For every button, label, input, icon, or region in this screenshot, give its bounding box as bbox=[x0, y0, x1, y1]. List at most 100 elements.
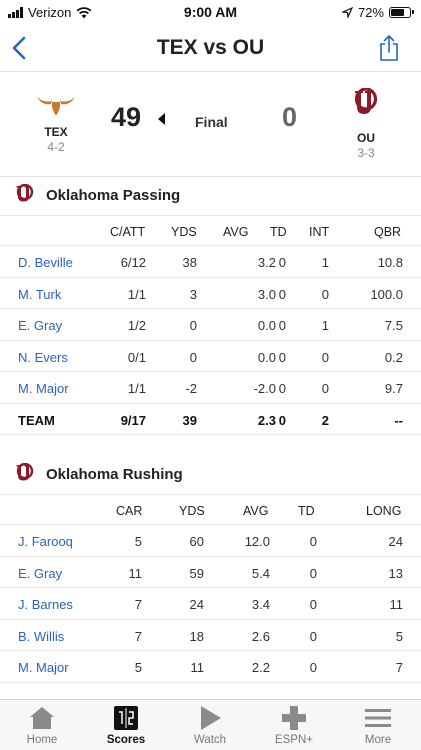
column-header: TD bbox=[298, 504, 315, 518]
table-cell: 18 bbox=[189, 628, 204, 644]
column-header: YDS bbox=[179, 504, 205, 518]
table-cell: 2 bbox=[321, 412, 329, 428]
table-cell: 5 bbox=[134, 660, 142, 675]
table-cell: 5 bbox=[134, 534, 142, 549]
table-cell: 1/2 bbox=[127, 318, 146, 333]
table-cell: 0 bbox=[278, 255, 286, 270]
table-row: M. Major 1/1 -2 -2.0 0 0 9.7 bbox=[0, 372, 421, 404]
table-cell: 0 bbox=[278, 349, 286, 365]
chevron-left-icon[interactable] bbox=[8, 33, 32, 63]
table-cell: 38 bbox=[182, 255, 197, 270]
home-team-record: 4-2 bbox=[47, 140, 65, 154]
game-scoreboard: TEX 4-2 49 Final 0 OU 3-3 bbox=[0, 72, 421, 177]
plus-icon bbox=[282, 706, 306, 730]
table-cell: 3.0 bbox=[257, 286, 276, 302]
ou-logo-icon bbox=[354, 87, 378, 114]
table-cell: 59 bbox=[189, 565, 204, 581]
table-row: J. Farooq 5 60 12.0 0 24 bbox=[0, 525, 421, 557]
table-cell: 39 bbox=[182, 412, 197, 428]
page-title: TEX vs OU bbox=[156, 36, 265, 59]
tab-more[interactable]: More bbox=[336, 700, 420, 750]
tab-label: ESPN+ bbox=[274, 734, 314, 746]
table-cell: 13 bbox=[388, 565, 403, 581]
table-cell: 3.4 bbox=[251, 597, 270, 612]
tab-label: Watch bbox=[193, 734, 227, 746]
table-cell: 0 bbox=[309, 597, 317, 612]
table-cell: 0 bbox=[309, 660, 317, 675]
team-total-row: TEAM 9/17 39 2.3 0 2 -- bbox=[0, 404, 421, 435]
table-cell: 0.2 bbox=[384, 349, 403, 365]
table-row: B. Willis 7 18 2.6 0 5 bbox=[0, 620, 421, 651]
menu-icon bbox=[365, 709, 391, 727]
table-cell: 0.0 bbox=[257, 318, 276, 333]
tab-scores[interactable]: Scores bbox=[84, 700, 168, 750]
player-name-link[interactable]: J. Barnes bbox=[18, 597, 73, 612]
column-header: QBR bbox=[374, 225, 402, 239]
column-header: YDS bbox=[171, 225, 197, 239]
table-cell: 0 bbox=[278, 381, 286, 396]
table-row: M. Turk 1/1 3 3.0 0 0 100.0 bbox=[0, 278, 421, 309]
table-cell: 5 bbox=[395, 628, 403, 644]
signal-icon bbox=[8, 7, 23, 18]
tab-watch[interactable]: Watch bbox=[168, 700, 252, 750]
player-name-link[interactable]: J. Farooq bbox=[18, 534, 73, 549]
table-row: E. Gray 11 59 5.4 0 13 bbox=[0, 557, 421, 588]
table-cell: 0 bbox=[309, 565, 317, 581]
away-team[interactable]: OU 3-3 bbox=[336, 87, 396, 160]
column-header: C/ATT bbox=[110, 225, 146, 239]
player-name-link[interactable]: D. Beville bbox=[18, 255, 73, 270]
column-header: CAR bbox=[116, 504, 143, 518]
home-team[interactable]: TEX 4-2 bbox=[26, 88, 86, 154]
table-cell: 1 bbox=[321, 255, 329, 270]
player-name-link[interactable]: M. Major bbox=[18, 381, 69, 396]
table-cell: 6/12 bbox=[120, 255, 146, 270]
table-cell: 100.0 bbox=[370, 286, 403, 302]
table-cell: 0/1 bbox=[127, 349, 146, 365]
tab-espn-plus[interactable]: ESPN+ bbox=[252, 700, 336, 750]
player-name-link[interactable]: B. Willis bbox=[18, 628, 65, 644]
table-cell: 2.2 bbox=[251, 660, 270, 675]
table-cell: 11 bbox=[389, 597, 404, 612]
passing-table: C/ATT YDS AVG TD INT QBR D. Beville 6/12 3… bbox=[0, 215, 421, 435]
player-name-link[interactable]: M. Turk bbox=[18, 286, 62, 302]
rushing-section-header: Oklahoma Rushing bbox=[0, 456, 421, 492]
table-cell: 9.7 bbox=[384, 381, 403, 396]
player-name-link[interactable]: M. Major bbox=[18, 660, 69, 675]
ou-logo-icon bbox=[16, 184, 34, 202]
column-header: AVG bbox=[223, 225, 249, 239]
column-header: TD bbox=[270, 225, 287, 239]
wifi-icon bbox=[76, 6, 92, 18]
table-cell: -2.0 bbox=[253, 381, 276, 396]
player-name-link[interactable]: E. Gray bbox=[18, 565, 63, 581]
player-name-link[interactable]: E. Gray bbox=[18, 318, 63, 333]
table-cell: 3.2 bbox=[257, 255, 276, 270]
table-cell: 0 bbox=[278, 318, 286, 333]
player-name-link[interactable]: N. Evers bbox=[18, 349, 68, 365]
share-icon[interactable] bbox=[377, 33, 401, 63]
winner-arrow-icon bbox=[158, 113, 165, 125]
game-status: Final bbox=[195, 114, 228, 130]
table-cell: 0 bbox=[321, 286, 329, 302]
home-team-abbr: TEX bbox=[44, 125, 68, 139]
table-cell: 10.8 bbox=[377, 255, 403, 270]
table-cell: 12.0 bbox=[244, 534, 270, 549]
battery-percent: 72% bbox=[357, 5, 384, 20]
tab-home[interactable]: Home bbox=[0, 700, 84, 750]
away-team-record: 3-3 bbox=[357, 146, 375, 160]
table-cell: 1/1 bbox=[127, 381, 146, 396]
table-cell: 5.4 bbox=[251, 565, 270, 581]
table-cell: 60 bbox=[189, 534, 204, 549]
ou-logo-icon bbox=[16, 463, 34, 481]
passing-section-header: Oklahoma Passing bbox=[0, 177, 421, 213]
rushing-table: CAR YDS AVG TD LONG J. Farooq 5 60 12.0 0 24 E… bbox=[0, 494, 421, 683]
battery-icon bbox=[389, 7, 414, 18]
table-cell: -- bbox=[394, 412, 403, 428]
column-header: LONG bbox=[366, 504, 402, 518]
table-header-row: C/ATT YDS AVG TD INT QBR bbox=[0, 215, 421, 246]
table-cell: 9/17 bbox=[120, 412, 146, 428]
table-cell: 2.6 bbox=[251, 628, 270, 644]
team-total-label: TEAM bbox=[18, 412, 55, 428]
section-title: Oklahoma Passing bbox=[46, 186, 181, 204]
home-icon bbox=[30, 707, 54, 729]
table-cell: -2 bbox=[185, 381, 197, 396]
